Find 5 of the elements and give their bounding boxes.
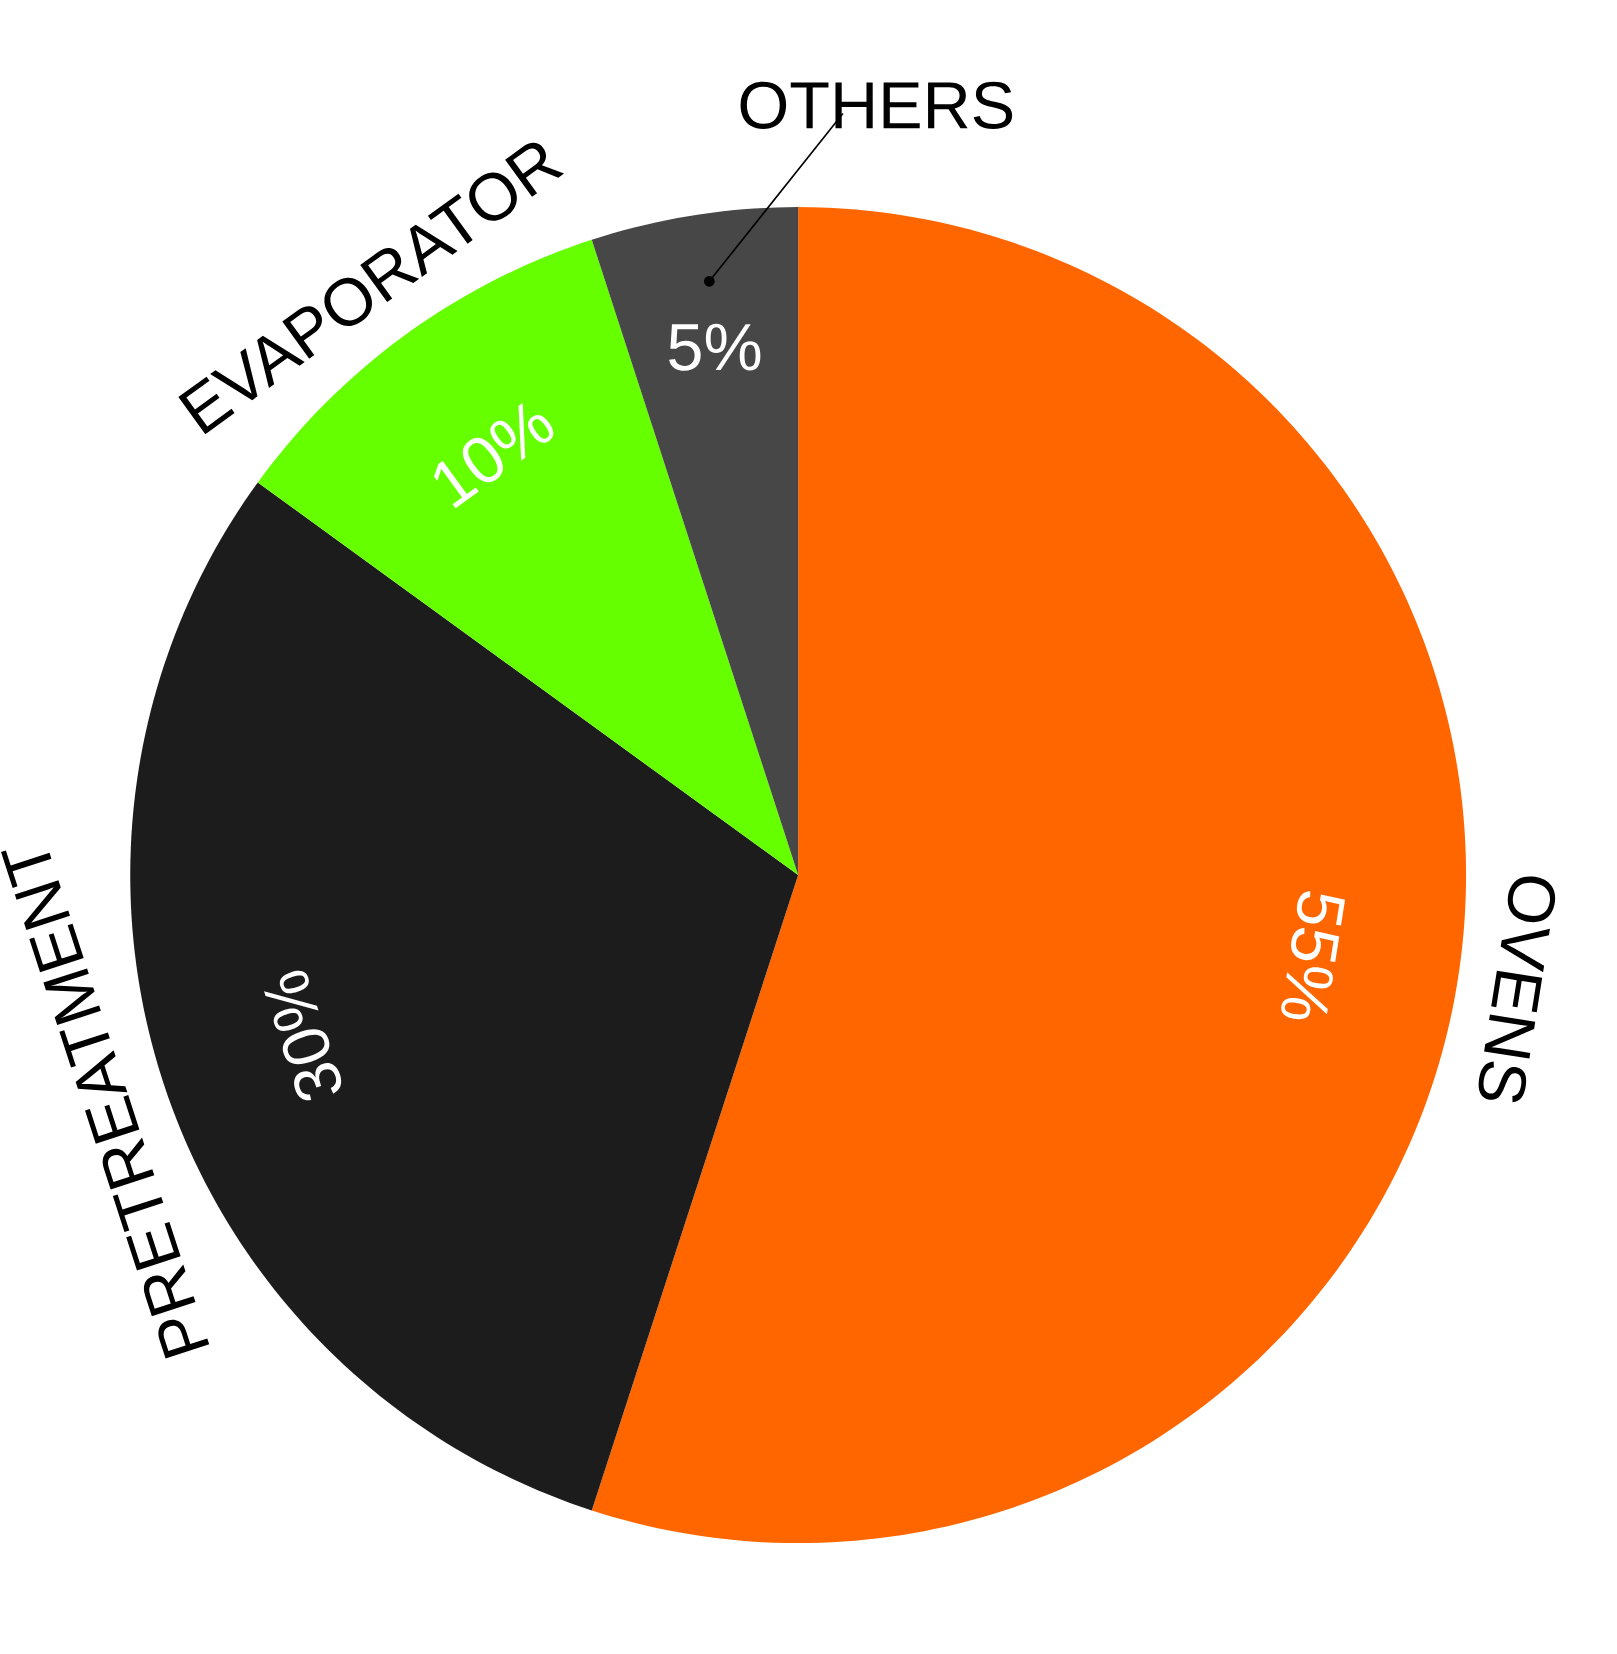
data-label: 30%	[264, 970, 342, 1101]
slice-label: OTHERS	[740, 81, 1013, 129]
data-label: 55%	[1281, 891, 1346, 1020]
slice-label: OVENS	[1478, 876, 1556, 1103]
data-label: 5%	[669, 323, 761, 371]
